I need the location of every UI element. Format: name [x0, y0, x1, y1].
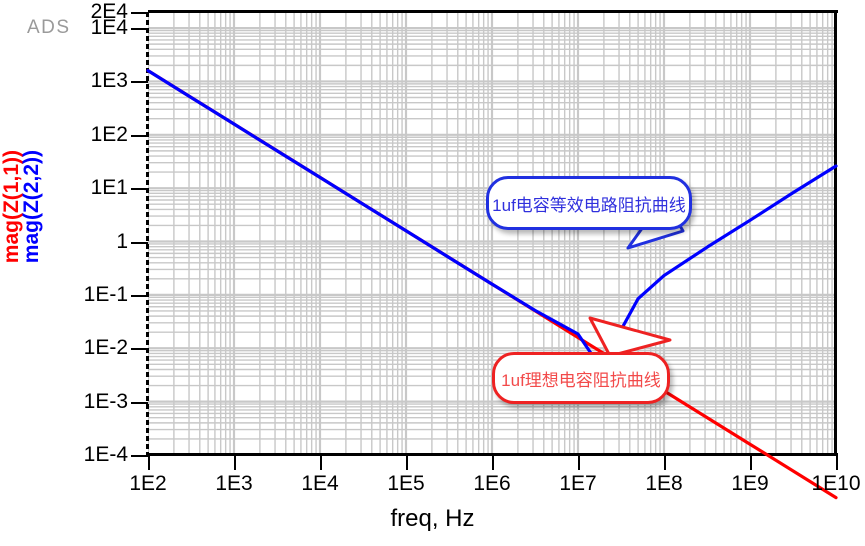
y-tick-label: 1E2: [90, 122, 128, 146]
x-tick-label: 1E10: [811, 472, 861, 495]
x-tick-label: 1E5: [387, 472, 425, 495]
x-tick-mark: [836, 456, 838, 470]
x-tick-mark: [406, 456, 408, 470]
axis-bottom-border: [148, 453, 838, 456]
y-tick-mark: [131, 241, 148, 244]
x-tick-mark: [148, 456, 150, 470]
x-tick-label: 1E3: [215, 472, 253, 495]
y-tick-mark: [131, 81, 148, 84]
y-tick-label: 1E-1: [83, 282, 128, 306]
blue-annotation-callout[interactable]: 1uf电容等效电路阻抗曲线: [486, 176, 692, 230]
y-tick-label: 1E-2: [83, 336, 128, 360]
y-axis-title-red: mag(Z(1,1)): [0, 150, 23, 264]
y-tick-label: 1E-4: [83, 443, 128, 466]
series-mag-z-2-2--: [146, 69, 838, 380]
ads-watermark: ADS: [27, 17, 71, 38]
y-axis-title-group: mag(Z(2,2)) mag(Z(1,1)): [0, 150, 44, 330]
x-tick-label: 1E7: [559, 472, 597, 495]
x-tick-mark: [578, 456, 580, 470]
y-tick-label: 2E4: [90, 0, 128, 23]
y-tick-label: 1E4: [90, 16, 128, 40]
red-annotation-callout[interactable]: 1uf理想电容阻抗曲线: [492, 352, 670, 404]
x-tick-mark: [320, 456, 322, 470]
x-axis-title: freq, Hz: [390, 505, 475, 532]
x-tick-label: 1E6: [473, 472, 511, 495]
y-tick-mark: [131, 294, 148, 297]
y-tick-mark: [131, 134, 148, 137]
y-tick-mark: [131, 12, 148, 14]
x-tick-mark: [492, 456, 494, 470]
x-tick-mark: [664, 456, 666, 470]
x-tick-mark: [750, 456, 752, 470]
y-tick-label: 1E1: [90, 176, 128, 200]
y-tick-mark: [131, 401, 148, 404]
y-tick-label: 1E-3: [83, 389, 128, 413]
x-tick-label: 1E4: [301, 472, 339, 495]
axis-top-border: [148, 10, 838, 13]
y-tick-mark: [131, 348, 148, 351]
axis-left-border: [146, 12, 149, 455]
x-tick-label: 1E2: [129, 472, 167, 495]
x-tick-mark: [234, 456, 236, 470]
y-tick-mark: [131, 28, 148, 31]
data-curves: [146, 69, 838, 500]
y-tick-mark: [131, 455, 148, 457]
y-tick-mark: [131, 188, 148, 191]
y-tick-label: 1: [116, 229, 128, 253]
x-tick-label: 1E9: [731, 472, 769, 495]
y-tick-label: 1E3: [90, 69, 128, 93]
x-tick-label: 1E8: [645, 472, 683, 495]
axis-right-border: [834, 12, 837, 456]
